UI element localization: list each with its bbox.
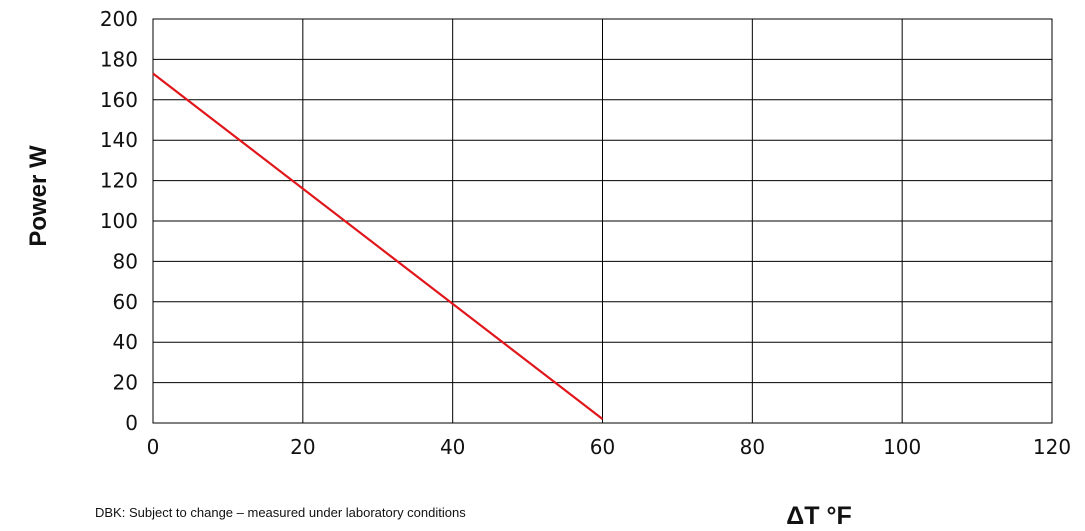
y-axis-title: Power W — [25, 145, 52, 247]
y-tick-label: 20 — [113, 371, 138, 395]
plot-area-frame — [152, 18, 1053, 424]
x-tick-label: 20 — [290, 435, 315, 459]
y-tick-label: 140 — [100, 128, 138, 152]
y-tick-label: 0 — [125, 411, 138, 435]
x-tick-label: 80 — [740, 435, 765, 459]
x-tick-label: 100 — [883, 435, 921, 459]
y-axis-ticks: 0 20 40 60 80 100 120 140 160 180 200 — [100, 7, 138, 435]
footnote: DBK: Subject to change – measured under … — [95, 505, 466, 520]
series-line — [152, 72, 604, 420]
grid — [152, 18, 1053, 424]
y-tick-label: 100 — [100, 209, 138, 233]
x-tick-label: 60 — [590, 435, 615, 459]
y-tick-label: 60 — [113, 290, 138, 314]
y-tick-label: 120 — [100, 169, 138, 193]
y-tick-label: 160 — [100, 88, 138, 112]
series-layer — [152, 72, 604, 420]
y-tick-label: 200 — [100, 7, 138, 31]
x-axis-ticks: 0 20 40 60 80 100 120 — [147, 435, 1071, 459]
y-tick-label: 40 — [113, 330, 138, 354]
x-axis-title: ΔT °F — [786, 502, 851, 530]
y-tick-label: 180 — [100, 47, 138, 71]
y-tick-label: 80 — [113, 249, 138, 273]
x-tick-label: 0 — [147, 435, 160, 459]
x-tick-label: 40 — [440, 435, 465, 459]
x-tick-label: 120 — [1033, 435, 1071, 459]
